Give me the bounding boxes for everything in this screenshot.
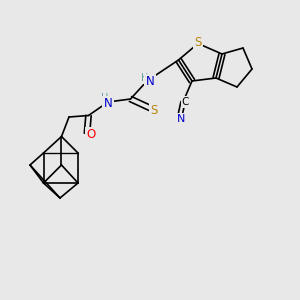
Text: S: S xyxy=(150,104,157,117)
Text: N: N xyxy=(177,114,186,124)
Text: O: O xyxy=(86,128,95,142)
Text: H: H xyxy=(141,73,148,83)
Text: S: S xyxy=(194,35,202,49)
Text: C: C xyxy=(182,97,189,107)
Text: N: N xyxy=(103,97,112,110)
Text: N: N xyxy=(146,75,154,88)
Text: H: H xyxy=(101,93,108,103)
